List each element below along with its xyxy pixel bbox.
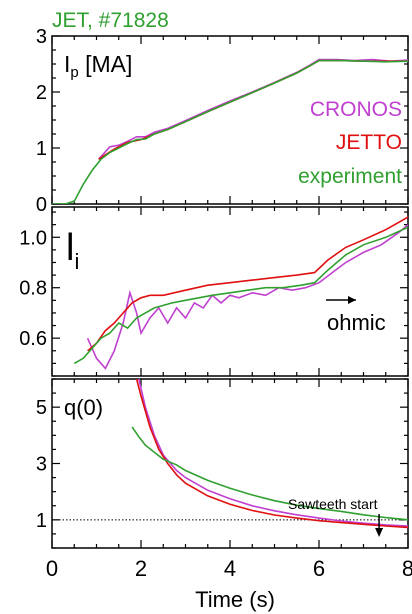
y-tick-label: 1 [36, 510, 47, 532]
ohmic-arrowhead [348, 296, 356, 304]
legend-entry: experiment [298, 165, 402, 188]
x-tick-label: 0 [46, 556, 58, 581]
panel-label: Ip [MA] [64, 51, 132, 81]
sawteeth-arrowhead [375, 528, 384, 537]
y-tick-label: 3 [36, 26, 47, 48]
figure-title: JET, #71828 [52, 9, 169, 32]
y-tick-label: 1 [36, 138, 47, 160]
series-line-cronos [138, 379, 408, 527]
legend-entry: JETTO [336, 131, 402, 154]
legend-entry: CRONOS [310, 98, 402, 121]
y-tick-label: 0 [36, 194, 47, 216]
y-tick-label: 0.6 [19, 328, 47, 350]
panel-label: q(0) [64, 395, 103, 420]
x-tick-label: 8 [402, 556, 412, 581]
x-tick-label: 2 [135, 556, 147, 581]
series-line-experiment [131, 426, 408, 521]
y-tick-label: 1.0 [19, 227, 47, 249]
panel-frame [51, 206, 409, 377]
ohmic-label: ohmic [327, 310, 386, 335]
x-tick-label: 4 [224, 556, 236, 581]
y-tick-label: 0.8 [19, 278, 47, 300]
panel-2: 0.6 0.8 1.0 li ohmic [19, 206, 409, 377]
x-axis-label: Time (s) [195, 587, 275, 612]
series-line-experiment [73, 226, 408, 365]
y-tick-label: 5 [36, 397, 47, 419]
y-tick-label: 2 [36, 82, 47, 104]
series-line-experiment [52, 59, 408, 204]
series-line-jetto [135, 379, 408, 529]
panels: 0 1 2 3 Ip [MA] CRONOS JETTO experiment 0.6 0.8 1.… [19, 26, 412, 581]
y-tick-label: 3 [36, 454, 47, 476]
panel-1: 0 1 2 3 Ip [MA] CRONOS JETTO experiment [36, 26, 409, 216]
series-line-jetto [87, 216, 408, 352]
sawteeth-label: Sawteeth start [288, 496, 378, 512]
panel-3: 1 3 5 q(0) Sawteeth start 0 2 4 6 8 [36, 378, 412, 581]
x-tick-label: 6 [313, 556, 325, 581]
panel-label: li [66, 227, 79, 274]
